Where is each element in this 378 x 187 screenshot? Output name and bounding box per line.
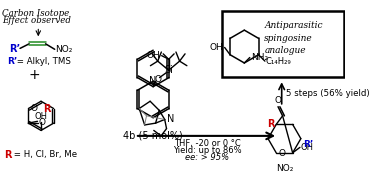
- Text: O: O: [274, 96, 282, 105]
- Text: 4b (5 mol%): 4b (5 mol%): [123, 130, 183, 140]
- Text: N: N: [149, 76, 157, 86]
- Text: Carbon Isotope: Carbon Isotope: [2, 9, 69, 18]
- Text: R’: R’: [7, 57, 17, 67]
- Text: N: N: [167, 114, 174, 125]
- Text: R’: R’: [303, 140, 313, 149]
- Text: O: O: [39, 118, 45, 127]
- Text: NO₂: NO₂: [276, 164, 293, 173]
- Text: OH: OH: [301, 143, 314, 152]
- Text: = Alkyl, TMS: = Alkyl, TMS: [14, 57, 71, 67]
- Text: R: R: [267, 119, 274, 129]
- Text: +: +: [29, 68, 40, 82]
- Text: OH: OH: [147, 51, 161, 60]
- Text: OH: OH: [34, 112, 48, 121]
- Text: ee: > 95%: ee: > 95%: [185, 153, 229, 162]
- Text: R’: R’: [9, 44, 20, 54]
- Text: NO₂: NO₂: [56, 45, 73, 54]
- Text: R: R: [43, 104, 51, 114]
- Text: NH₂: NH₂: [251, 53, 268, 62]
- Text: Si: Si: [164, 65, 173, 75]
- Text: C₁₄H₂₉: C₁₄H₂₉: [266, 57, 291, 66]
- Text: O: O: [278, 149, 285, 158]
- Text: O: O: [30, 104, 37, 113]
- Text: 5 steps (56% yield): 5 steps (56% yield): [286, 88, 370, 98]
- Text: = H, Cl, Br, Me: = H, Cl, Br, Me: [11, 150, 77, 159]
- Text: THF, -20 or 0 °C: THF, -20 or 0 °C: [174, 139, 240, 148]
- Text: Antiparasitic
spingosine
analogue: Antiparasitic spingosine analogue: [264, 21, 323, 55]
- Text: O: O: [154, 75, 161, 84]
- Text: OH: OH: [210, 43, 224, 52]
- Text: R: R: [5, 150, 12, 160]
- Text: Effect observed: Effect observed: [2, 16, 71, 25]
- Bar: [222, 11, 344, 77]
- Text: Yield: up to 86%: Yield: up to 86%: [173, 146, 241, 155]
